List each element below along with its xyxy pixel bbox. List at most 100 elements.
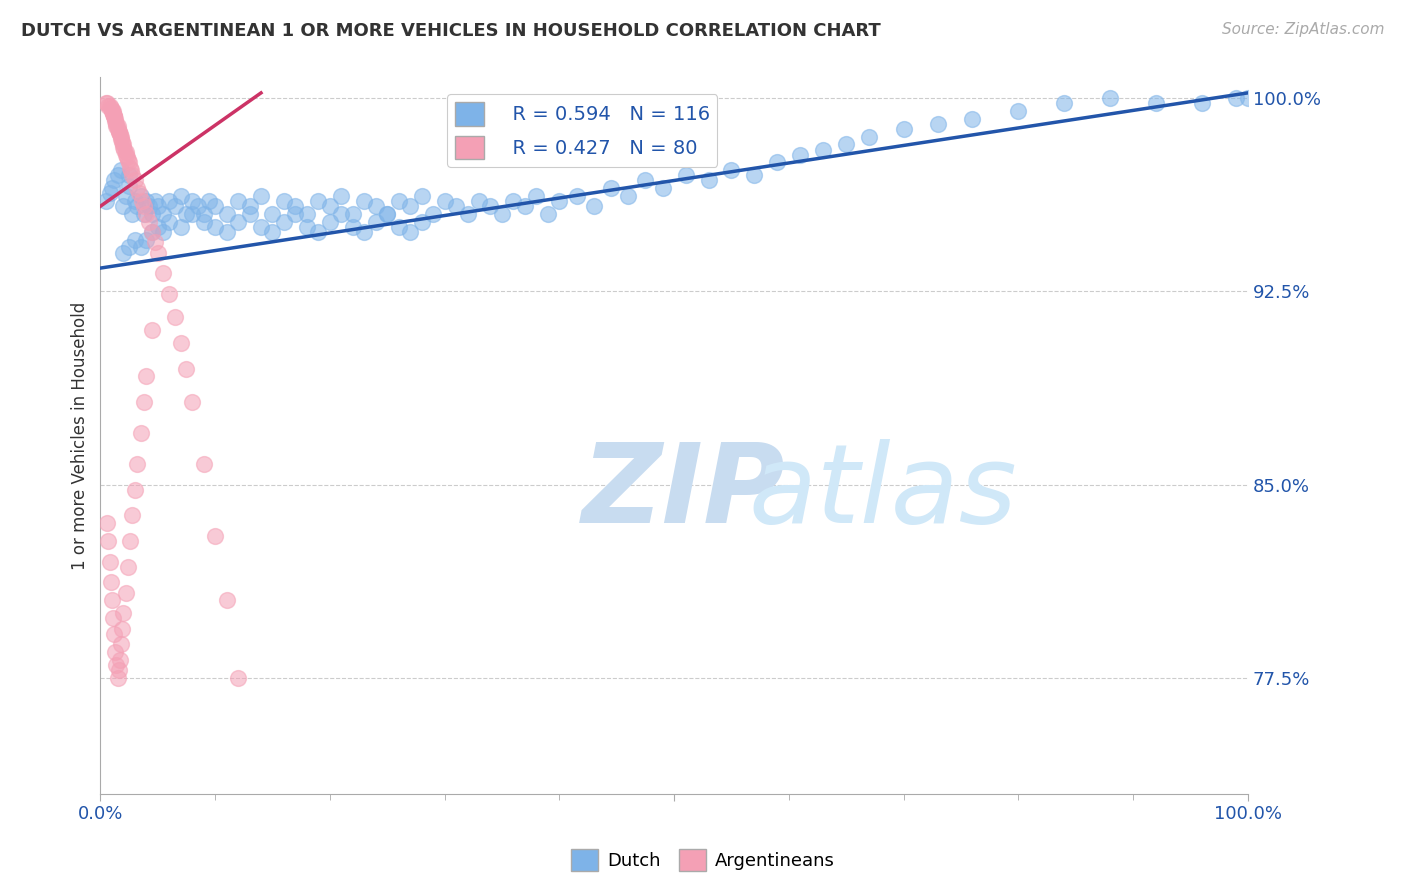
Point (138, 199, 160, 213)
Point (617, 189, 640, 203)
Legend: Dutch, Argentineans: Dutch, Argentineans (564, 842, 842, 879)
Point (491, 207, 513, 221)
Point (1144, 96, 1167, 111)
Point (284, 207, 307, 221)
Point (101, 103, 124, 118)
Point (146, 199, 169, 213)
Point (411, 189, 433, 203)
Point (634, 173, 657, 187)
Point (114, 145, 136, 160)
Point (193, 215, 215, 229)
Point (163, 199, 186, 213)
Point (120, 163, 142, 178)
Point (94, 96, 117, 111)
Point (284, 199, 307, 213)
Point (353, 225, 375, 239)
Point (1099, 91, 1122, 105)
Point (105, 657, 128, 672)
Point (364, 215, 387, 229)
Point (145, 194, 167, 208)
Text: DUTCH VS ARGENTINEAN 1 OR MORE VEHICLES IN HOUSEHOLD CORRELATION CHART: DUTCH VS ARGENTINEAN 1 OR MORE VEHICLES … (21, 22, 880, 40)
Point (101, 103, 124, 118)
Point (97, 534, 120, 549)
Point (105, 120, 128, 134)
Point (273, 215, 295, 229)
Point (565, 189, 588, 203)
Point (444, 199, 467, 213)
Point (651, 181, 673, 195)
Point (170, 335, 193, 350)
Point (103, 109, 125, 123)
Point (226, 194, 249, 208)
Point (107, 120, 129, 134)
Point (262, 225, 284, 239)
Point (107, 124, 129, 138)
Point (181, 194, 204, 208)
Point (176, 207, 198, 221)
Text: Source: ZipAtlas.com: Source: ZipAtlas.com (1222, 22, 1385, 37)
Point (181, 207, 204, 221)
Point (110, 129, 132, 144)
Point (132, 207, 155, 221)
Point (107, 663, 129, 677)
Point (789, 147, 811, 161)
Point (152, 225, 174, 239)
Point (107, 671, 129, 685)
Point (121, 169, 143, 183)
Point (675, 169, 697, 183)
Point (118, 178, 141, 193)
Point (582, 199, 605, 213)
Point (100, 575, 122, 590)
Point (118, 240, 141, 254)
Point (112, 137, 135, 152)
Point (101, 103, 124, 118)
Point (111, 135, 134, 149)
Point (457, 207, 479, 221)
Point (250, 189, 273, 203)
Point (330, 189, 353, 203)
Point (170, 219, 193, 234)
Point (697, 173, 720, 187)
Point (262, 207, 284, 221)
Point (388, 194, 411, 208)
Point (375, 207, 398, 221)
Point (170, 189, 193, 203)
Point (835, 137, 858, 152)
Point (193, 457, 215, 471)
Point (766, 155, 789, 169)
Point (98, 186, 121, 201)
Point (105, 117, 128, 131)
Point (128, 186, 150, 201)
Point (468, 194, 491, 208)
Point (110, 132, 132, 146)
Point (101, 593, 124, 607)
Point (720, 163, 742, 178)
Point (108, 653, 131, 667)
Point (411, 215, 433, 229)
Point (146, 219, 169, 234)
Point (129, 425, 152, 440)
Point (238, 199, 260, 213)
Point (141, 225, 163, 239)
Point (893, 122, 915, 136)
Point (319, 215, 342, 229)
Point (112, 140, 135, 154)
Point (94, 194, 117, 208)
Point (152, 266, 174, 280)
Point (101, 611, 124, 625)
Point (135, 207, 157, 221)
Point (124, 233, 146, 247)
Point (96, 96, 118, 111)
Text: ZIP: ZIP (582, 440, 786, 547)
Point (600, 181, 623, 195)
Point (135, 194, 157, 208)
Point (1225, 91, 1247, 105)
Point (1053, 96, 1076, 111)
Point (433, 194, 456, 208)
Point (273, 194, 295, 208)
Point (98, 555, 121, 569)
Point (238, 207, 260, 221)
Point (157, 286, 180, 301)
Point (422, 207, 444, 221)
Point (100, 101, 122, 115)
